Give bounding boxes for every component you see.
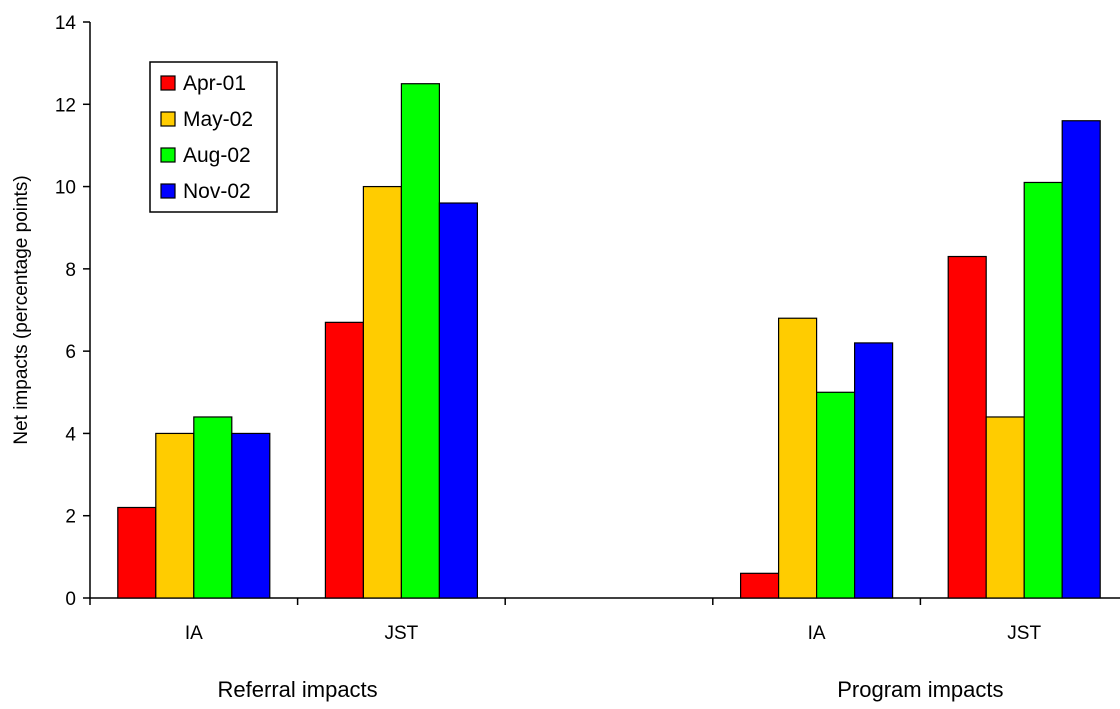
bar [815,391,856,599]
bar [1023,181,1063,599]
x-category-label: JST [385,623,419,644]
y-tick-label: 14 [55,13,77,34]
bar [324,321,364,599]
legend-swatch [160,111,176,127]
y-tick-label: 0 [65,589,76,610]
bars [117,83,1101,599]
legend-swatch [160,183,176,199]
bar [853,342,894,599]
labels: 0 2 4 6 8 10 12 14 Net impacts (percentage point… [11,13,1041,702]
bar [777,317,818,599]
bar [400,83,440,599]
y-tick-label: 2 [65,507,76,528]
x-category-label: IA [185,623,203,644]
legend-label: Aug-02 [183,144,251,167]
legend-swatch [160,147,176,163]
legend: Apr-01 May-02 Aug-02 Nov-02 [149,61,278,213]
bar [231,432,271,599]
y-tick-label: 10 [55,178,76,199]
legend-label: May-02 [183,108,253,131]
legend-label: Apr-01 [183,72,246,95]
y-tick-label: 4 [65,424,76,445]
x-category-label: JST [1007,623,1041,644]
y-tick-label: 6 [65,342,76,363]
group-label: Program impacts [837,677,1003,702]
bar [438,202,478,599]
bar [1061,120,1101,599]
legend-swatch [160,75,176,91]
group-label: Referral impacts [218,677,378,702]
x-category-label: IA [808,623,826,644]
bar [739,572,780,599]
legend-label: Nov-02 [183,180,251,203]
bar [985,416,1025,599]
bar [117,506,157,599]
y-tick-label: 12 [55,95,76,116]
bar [193,416,233,599]
bar [947,255,987,599]
y-axis-title: Net impacts (percentage points) [11,175,32,444]
bar [155,432,195,599]
y-tick-label: 8 [65,260,76,281]
bar [362,185,402,599]
